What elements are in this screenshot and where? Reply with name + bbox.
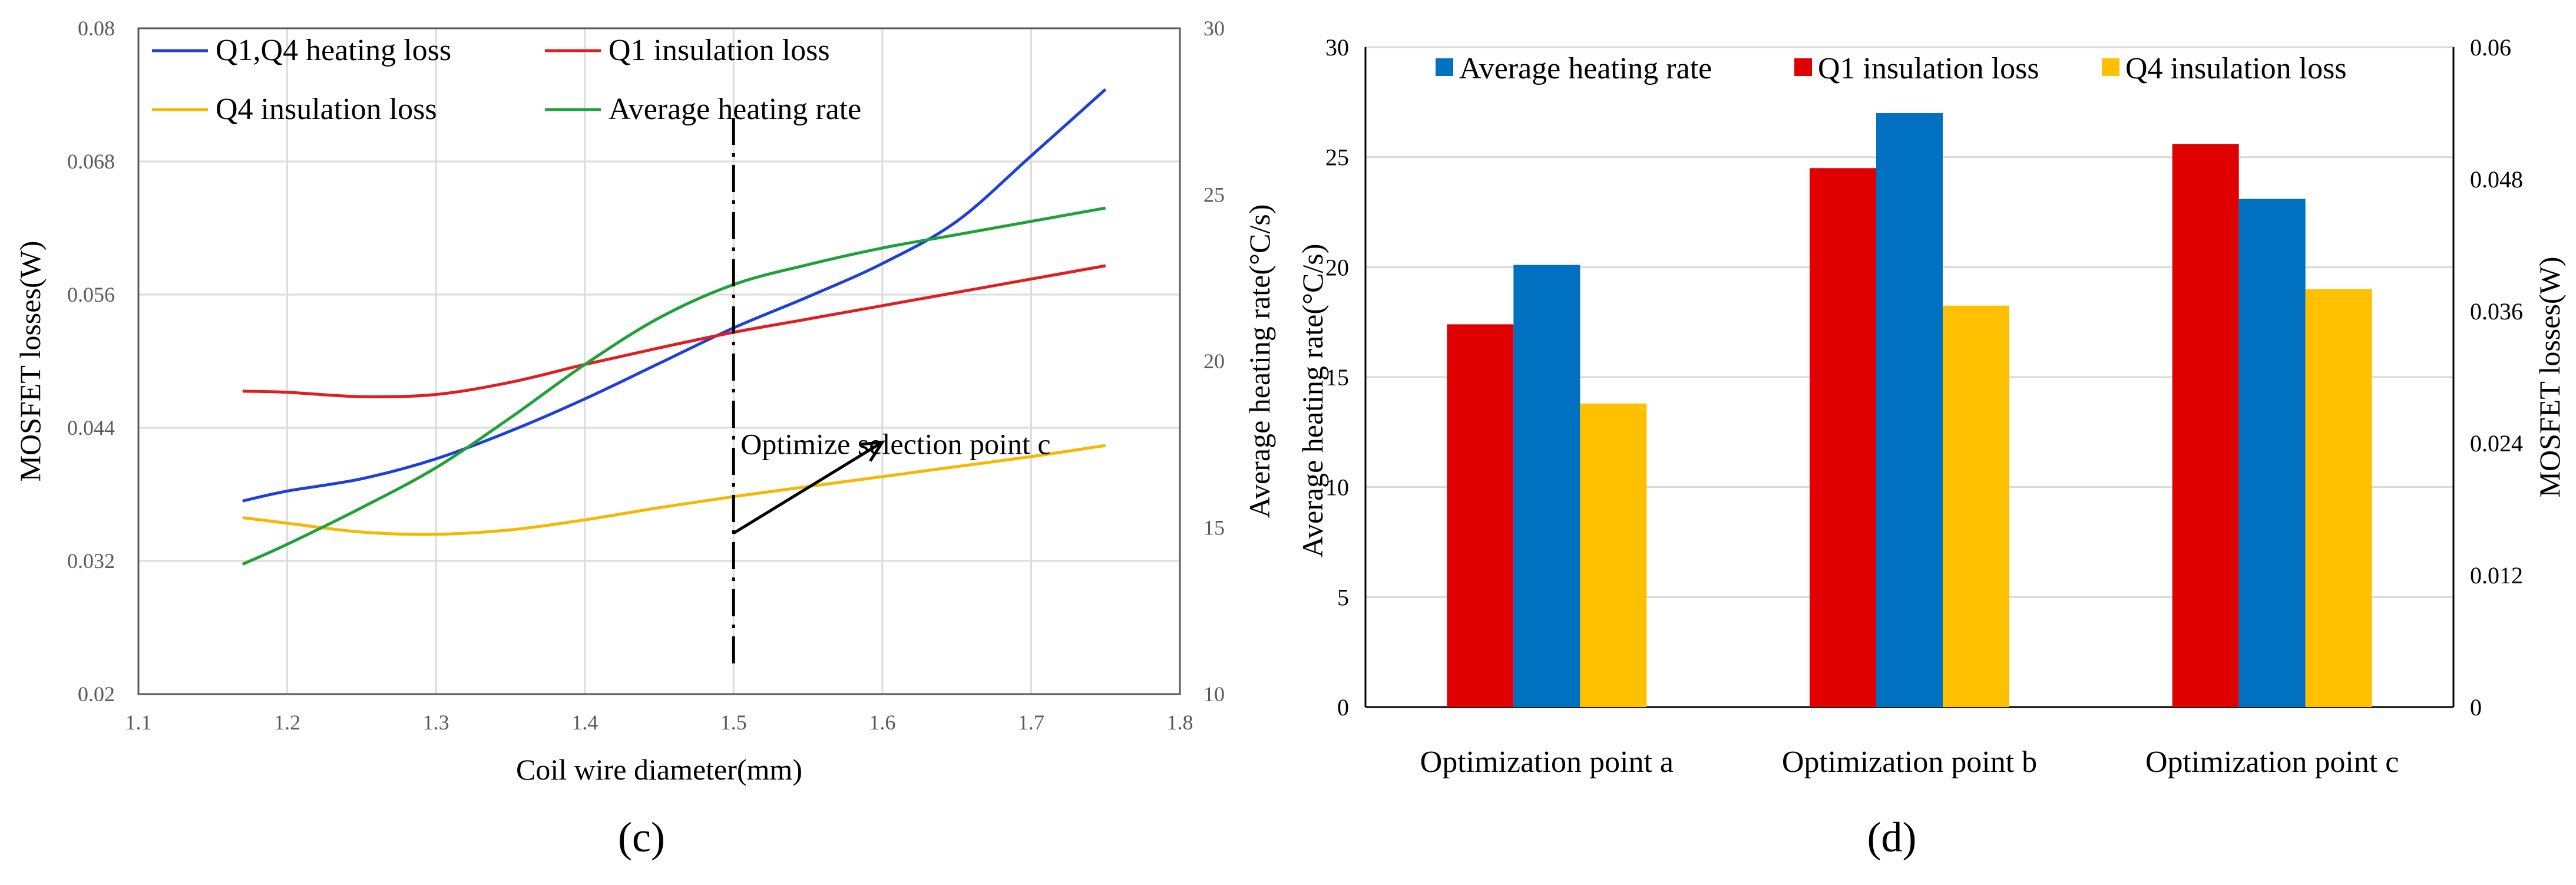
series-line (242, 88, 1107, 503)
y-right-tick-label: 0.048 (2470, 166, 2523, 193)
panel-label-c: (c) (618, 814, 665, 861)
bar (1876, 113, 1943, 707)
y-left-tick-label: 15 (1325, 364, 1349, 391)
y-right-axis-title: Average heating rate(°C/s) (1243, 204, 1276, 519)
y-left-tick-label: 0 (1337, 694, 1349, 721)
bar (1810, 168, 1876, 707)
legend-label: Q1 insulation loss (1818, 52, 2039, 85)
series-line (242, 206, 1106, 566)
bar (2305, 289, 2372, 708)
y-left-tick-label: 0.068 (67, 150, 115, 173)
y-left-tick-label: 0.08 (78, 16, 115, 40)
y-left-axis-title: MOSFET losses(W) (14, 241, 47, 482)
legend-label: Q4 insulation loss (2125, 52, 2347, 85)
y-left-tick-label: 0.032 (67, 549, 115, 573)
x-tick-label: 1.3 (423, 711, 449, 734)
legend-label: Q4 insulation loss (216, 93, 437, 126)
annotation-arrow-head (859, 440, 885, 462)
legend-label: Q1 insulation loss (609, 34, 830, 67)
bar (1513, 265, 1580, 708)
y-left-axis-title: Average heating rate(°C/s) (1296, 244, 1329, 558)
x-axis-title: Coil wire diameter(mm) (516, 753, 802, 786)
x-tick-label: 1.2 (274, 711, 300, 734)
y-left-tick-label: 5 (1337, 584, 1349, 610)
legend-swatch (1436, 58, 1453, 76)
x-tick-label: 1.5 (720, 711, 747, 734)
y-right-axis-title: MOSFET losses(W) (2533, 257, 2566, 498)
y-right-tick-label: 30 (1203, 16, 1225, 40)
legend-swatch (2102, 58, 2119, 76)
annotation-arrow-shaft (732, 441, 884, 535)
legend-label: Average heating rate (609, 93, 861, 126)
bar (1580, 403, 1647, 707)
x-category-label: Optimization point a (1420, 745, 1674, 779)
legend-swatch (1794, 58, 1812, 76)
chart-c: 1.1 1.2 1.3 1.4 1.5 1.6 1.7 1.8 0.02 0.032 0.044 0.… (14, 16, 1276, 861)
y-left-tick-label: 0.044 (67, 416, 115, 440)
y-right-tick-label: 25 (1203, 183, 1225, 207)
y-right-tick-label: 0.024 (2470, 430, 2523, 457)
y-right-tick-label: 0.036 (2470, 298, 2523, 325)
y-right-tick-label: 0 (2470, 694, 2482, 721)
y-right-tick-label: 0.06 (2470, 34, 2511, 61)
x-category-label: Optimization point b (1782, 745, 2037, 779)
series-line (242, 264, 1106, 399)
y-right-tick-label: 10 (1203, 682, 1225, 706)
legend-label: Average heating rate (1459, 52, 1712, 85)
y-left-tick-label: 10 (1325, 474, 1349, 501)
series-line (242, 444, 1106, 536)
x-tick-label: 1.8 (1167, 711, 1193, 734)
y-left-tick-label: 20 (1325, 254, 1349, 280)
x-tick-label: 1.6 (869, 711, 895, 734)
y-right-tick-label: 20 (1203, 349, 1225, 373)
annotation-text: Optimize selection point c (740, 427, 1050, 460)
y-left-tick-label: 30 (1325, 34, 1349, 61)
bar (2238, 199, 2306, 708)
bar (2172, 144, 2239, 707)
y-left-tick-label: 0.02 (78, 682, 115, 706)
bar (1447, 324, 1514, 707)
panel-label-d: (d) (1867, 814, 1917, 861)
bar (1943, 305, 2009, 707)
x-tick-label: 1.7 (1018, 711, 1044, 734)
plot-frame (137, 27, 1181, 695)
y-left-tick-label: 25 (1325, 144, 1349, 171)
y-left-tick-label: 0.056 (67, 283, 115, 306)
legend-label: Q1,Q4 heating loss (216, 34, 451, 67)
x-tick-label: 1.1 (125, 711, 152, 734)
x-category-label: Optimization point c (2145, 745, 2399, 779)
chart-d: 0 5 10 15 20 25 30 0 0.012 0.024 0.036 0.048 0.06 Opt… (1296, 34, 2566, 861)
x-tick-label: 1.4 (571, 711, 598, 734)
y-right-tick-label: 0.012 (2470, 562, 2523, 589)
y-right-tick-label: 15 (1203, 516, 1225, 540)
